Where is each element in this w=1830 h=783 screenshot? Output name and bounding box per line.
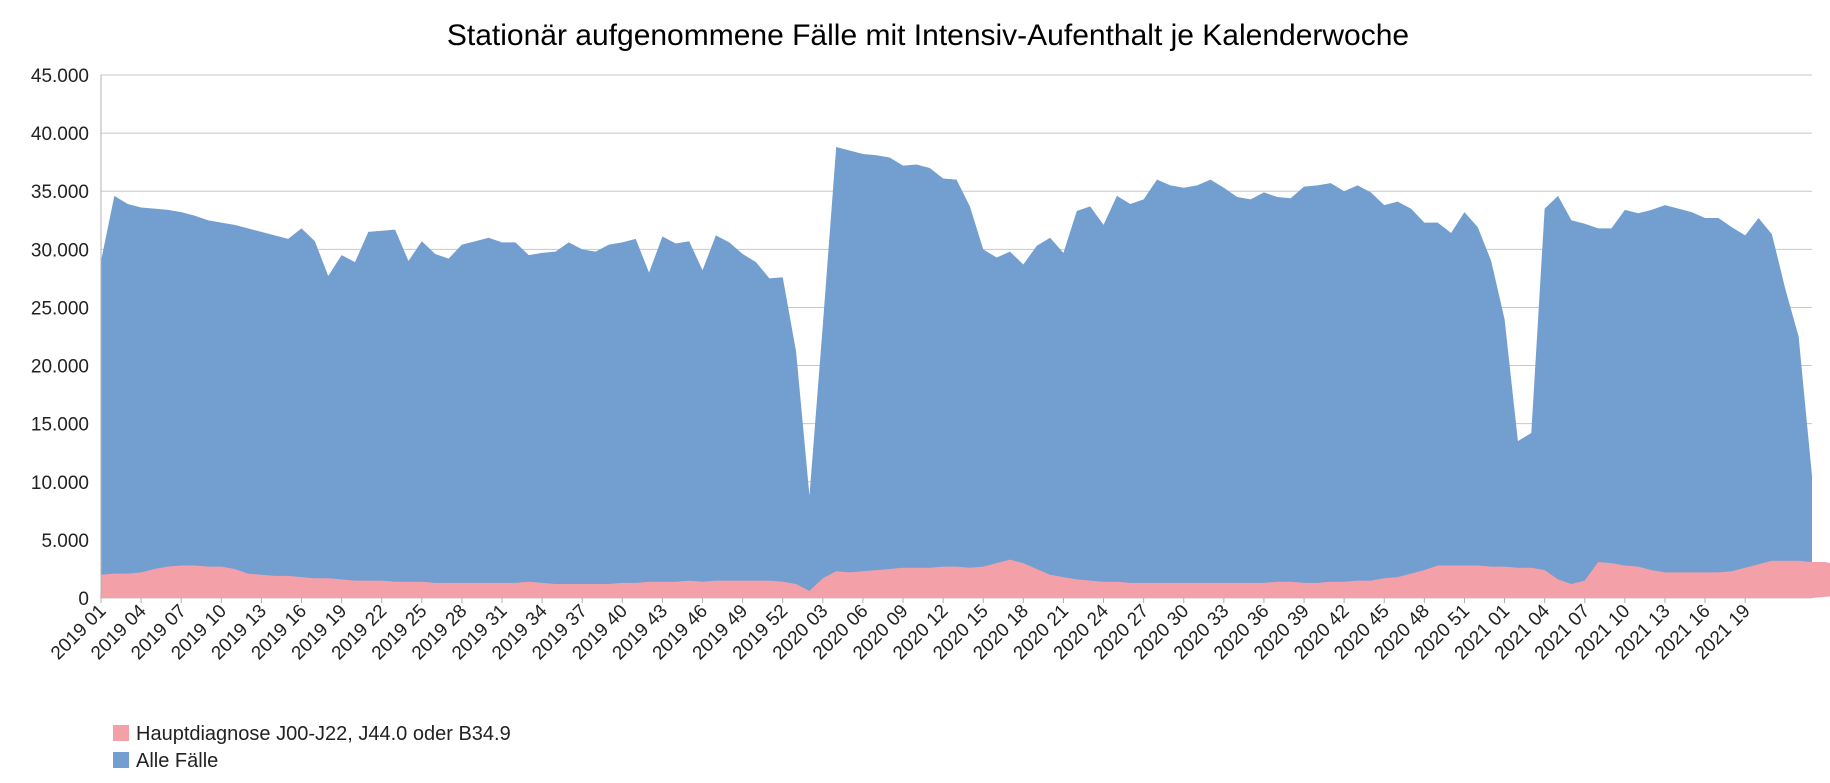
chart-title: Stationär aufgenommene Fälle mit Intensi… bbox=[447, 19, 1409, 52]
legend-swatch bbox=[113, 725, 129, 741]
plot-areas bbox=[101, 147, 1830, 598]
y-tick-label: 25.000 bbox=[31, 298, 89, 319]
y-tick-label: 5.000 bbox=[41, 531, 89, 552]
y-tick-label: 0 bbox=[78, 589, 89, 610]
legend-swatch bbox=[113, 752, 129, 768]
legend-label: Hauptdiagnose J00-J22, J44.0 oder B34.9 bbox=[136, 723, 511, 745]
legend-label: Alle Fälle bbox=[136, 750, 218, 772]
y-tick-label: 35.000 bbox=[31, 182, 89, 203]
y-tick-label: 10.000 bbox=[31, 473, 89, 494]
series-area-1 bbox=[101, 559, 1830, 598]
legend: Hauptdiagnose J00-J22, J44.0 oder B34.9 A… bbox=[113, 723, 511, 772]
y-tick-label: 30.000 bbox=[31, 240, 89, 261]
y-tick-label: 40.000 bbox=[31, 124, 89, 145]
y-tick-label: 20.000 bbox=[31, 357, 89, 378]
series-area-0 bbox=[101, 147, 1812, 598]
y-tick-label: 45.000 bbox=[31, 66, 89, 87]
y-tick-label: 15.000 bbox=[31, 415, 89, 436]
